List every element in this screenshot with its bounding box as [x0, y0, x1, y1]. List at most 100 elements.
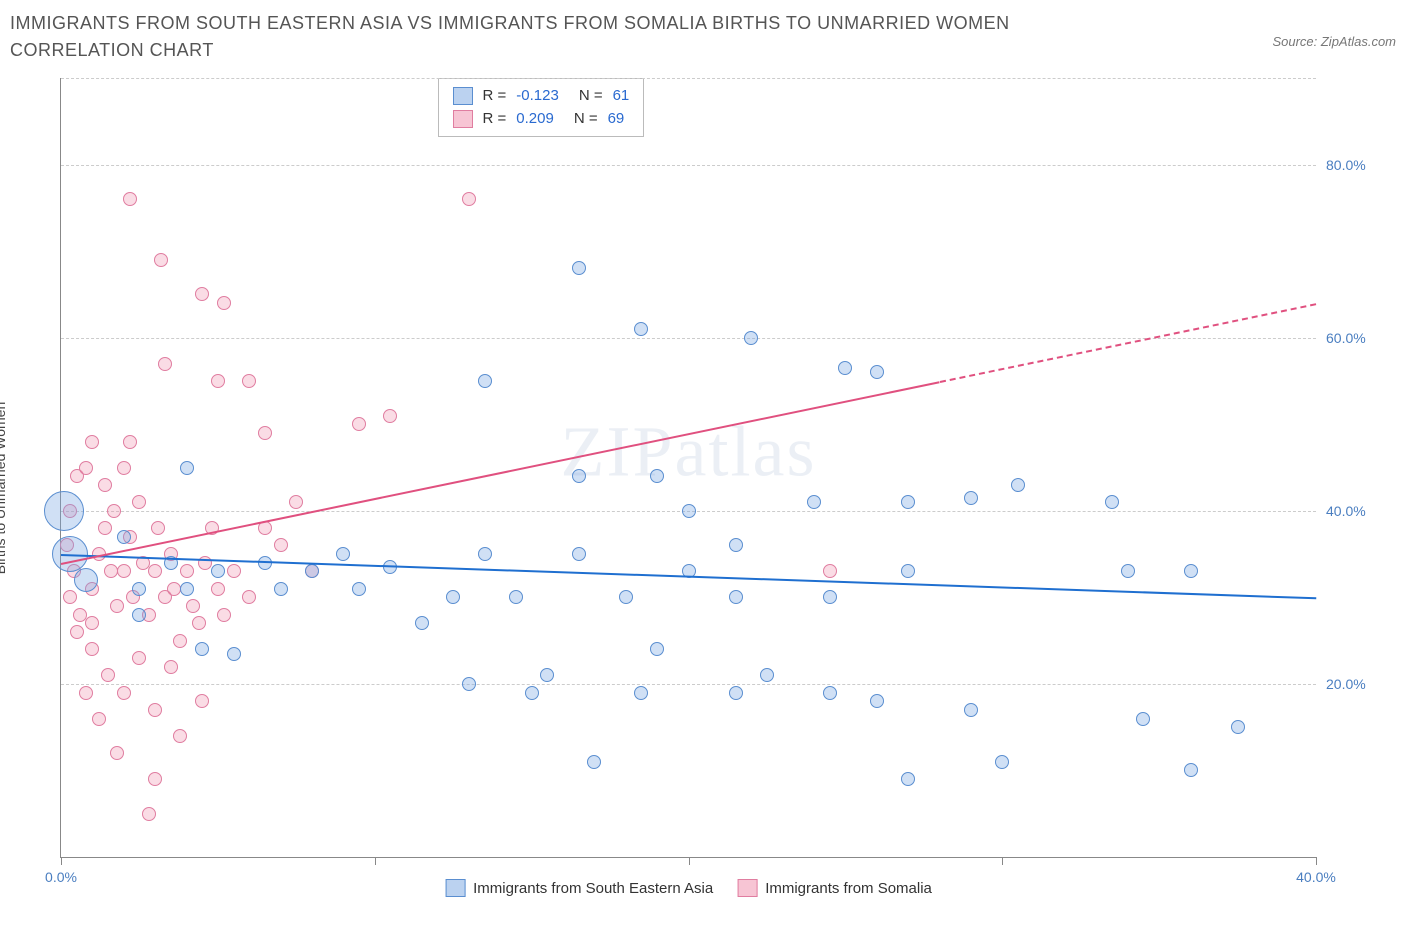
data-point [744, 331, 758, 345]
data-point [132, 608, 146, 622]
x-tick-label: 0.0% [45, 869, 77, 885]
data-point [110, 746, 124, 760]
legend-r-label: R = [483, 85, 507, 108]
legend-swatch [453, 110, 473, 128]
watermark-atlas: atlas [675, 411, 817, 491]
data-point [540, 668, 554, 682]
data-point [44, 491, 84, 531]
data-point [352, 582, 366, 596]
data-point [352, 417, 366, 431]
data-point [572, 547, 586, 561]
data-point [572, 261, 586, 275]
data-point [305, 564, 319, 578]
data-point [901, 564, 915, 578]
data-point [274, 538, 288, 552]
data-point [462, 677, 476, 691]
y-axis-label: Births to Unmarried Women [0, 402, 8, 574]
x-tick [1002, 857, 1003, 865]
data-point [729, 538, 743, 552]
data-point [164, 660, 178, 674]
x-tick-label: 40.0% [1296, 869, 1336, 885]
legend-item: Immigrants from South Eastern Asia [445, 879, 713, 897]
data-point [587, 755, 601, 769]
y-tick-label: 20.0% [1326, 676, 1386, 692]
data-point [258, 426, 272, 440]
data-point [760, 668, 774, 682]
data-point [132, 651, 146, 665]
data-point [117, 686, 131, 700]
data-point [995, 755, 1009, 769]
data-point [682, 504, 696, 518]
data-point [1184, 763, 1198, 777]
data-point [79, 461, 93, 475]
data-point [650, 469, 664, 483]
legend-label: Immigrants from South Eastern Asia [473, 880, 713, 897]
y-tick-label: 40.0% [1326, 503, 1386, 519]
trend-line [61, 381, 940, 565]
data-point [336, 547, 350, 561]
data-point [217, 296, 231, 310]
data-point [92, 712, 106, 726]
data-point [838, 361, 852, 375]
data-point [74, 568, 98, 592]
legend-row: R =0.209N =69 [453, 108, 630, 131]
series-legend: Immigrants from South Eastern Asia Immigr… [445, 879, 932, 897]
data-point [180, 461, 194, 475]
correlation-legend: R =-0.123N =61R =0.209N =69 [438, 78, 645, 137]
data-point [79, 686, 93, 700]
data-point [192, 616, 206, 630]
legend-swatch [445, 879, 465, 897]
data-point [117, 461, 131, 475]
data-point [227, 564, 241, 578]
data-point [148, 772, 162, 786]
data-point [572, 469, 586, 483]
grid-line [61, 78, 1316, 79]
data-point [807, 495, 821, 509]
data-point [132, 582, 146, 596]
legend-row: R =-0.123N =61 [453, 85, 630, 108]
data-point [964, 491, 978, 505]
chart-container: Births to Unmarried Women ZIPatlas R =-0… [10, 68, 1396, 908]
legend-label: Immigrants from Somalia [765, 880, 932, 897]
data-point [1105, 495, 1119, 509]
data-point [85, 616, 99, 630]
x-tick [689, 857, 690, 865]
data-point [63, 590, 77, 604]
data-point [142, 807, 156, 821]
data-point [619, 590, 633, 604]
data-point [901, 495, 915, 509]
data-point [132, 495, 146, 509]
data-point [117, 530, 131, 544]
data-point [1231, 720, 1245, 734]
y-tick-label: 60.0% [1326, 330, 1386, 346]
data-point [446, 590, 460, 604]
data-point [70, 625, 84, 639]
data-point [462, 192, 476, 206]
data-point [148, 703, 162, 717]
data-point [634, 686, 648, 700]
data-point [634, 322, 648, 336]
data-point [211, 582, 225, 596]
data-point [158, 357, 172, 371]
legend-n-value: 69 [608, 108, 625, 131]
legend-swatch [737, 879, 757, 897]
x-tick [375, 857, 376, 865]
grid-line [61, 165, 1316, 166]
data-point [650, 642, 664, 656]
data-point [195, 642, 209, 656]
header-row: IMMIGRANTS FROM SOUTH EASTERN ASIA VS IM… [10, 10, 1396, 64]
data-point [901, 772, 915, 786]
data-point [1136, 712, 1150, 726]
trend-line [939, 303, 1316, 383]
data-point [173, 729, 187, 743]
legend-n-label: N = [579, 85, 603, 108]
data-point [198, 556, 212, 570]
data-point [148, 564, 162, 578]
data-point [823, 686, 837, 700]
legend-n-value: 61 [613, 85, 630, 108]
grid-line [61, 684, 1316, 685]
data-point [117, 564, 131, 578]
legend-r-value: 0.209 [516, 108, 554, 131]
data-point [242, 590, 256, 604]
data-point [173, 634, 187, 648]
